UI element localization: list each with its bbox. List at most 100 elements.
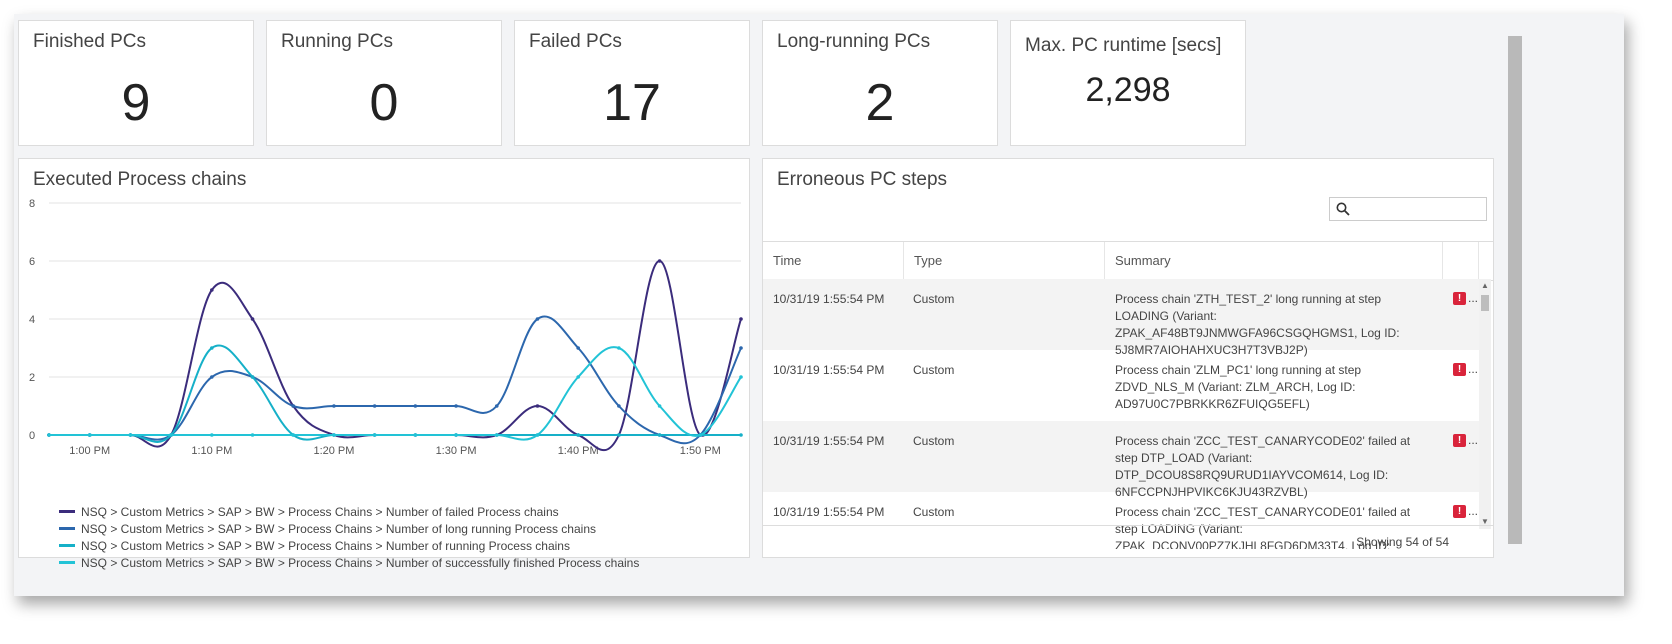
x-tick-label: 1:40 PM (558, 445, 599, 457)
page-scrollbar[interactable] (1508, 36, 1522, 544)
data-point[interactable] (617, 404, 621, 408)
data-point[interactable] (535, 433, 540, 437)
data-point[interactable] (454, 433, 458, 437)
data-point[interactable] (250, 317, 255, 321)
data-point[interactable] (47, 433, 51, 437)
cell-summary: Process chain 'ZCC_TEST_CANARYCODE02' fa… (1115, 434, 1411, 499)
series-line-2[interactable] (49, 344, 741, 443)
legend-label: NSQ > Custom Metrics > SAP > BW > Proces… (81, 555, 640, 570)
cell-time: 10/31/19 1:55:54 PM (773, 292, 885, 306)
data-point[interactable] (617, 433, 621, 437)
data-point[interactable] (454, 404, 458, 408)
cell-summary: Process chain 'ZLM_PC1' long running at … (1115, 363, 1362, 411)
data-point[interactable] (87, 433, 92, 437)
table-row[interactable]: 10/31/19 1:55:54 PM Custom Process chain… (763, 421, 1479, 499)
x-tick-label: 1:50 PM (680, 445, 721, 457)
error-badge-icon: ! (1453, 504, 1466, 518)
data-point[interactable] (739, 433, 743, 437)
table-row[interactable]: 10/31/19 1:55:54 PM Custom Process chain… (763, 279, 1479, 357)
data-point[interactable] (291, 404, 296, 408)
data-point[interactable] (128, 433, 133, 437)
kpi-value: 0 (369, 74, 399, 132)
data-point[interactable] (413, 433, 418, 437)
data-point[interactable] (535, 317, 540, 321)
data-point[interactable] (739, 375, 743, 379)
line-chart: 0 2 4 6 8 1:00 PM 1:10 PM 1:20 PM 1:30 PM 1:40 PM… (29, 198, 743, 457)
panel-title: Erroneous PC steps (777, 169, 948, 190)
data-point[interactable] (698, 433, 703, 437)
data-point[interactable] (210, 433, 214, 437)
error-badge-icon: ! (1453, 362, 1466, 376)
scroll-thumb[interactable] (1481, 295, 1489, 311)
data-point[interactable] (250, 433, 255, 437)
data-point[interactable] (657, 404, 662, 408)
data-point[interactable] (210, 288, 214, 292)
more-options-icon[interactable]: ... (1468, 504, 1479, 518)
legend-item[interactable]: NSQ > Custom Metrics > SAP > BW > Proces… (59, 520, 639, 537)
series-line-1[interactable] (49, 315, 742, 445)
data-point[interactable] (250, 375, 255, 379)
data-point[interactable] (576, 433, 580, 437)
data-point[interactable] (169, 433, 173, 437)
kpi-max-pc-runtime[interactable]: Max. PC runtime [secs] 2,298 (1010, 20, 1246, 146)
table-footer: Showing 54 of 54 (763, 525, 1493, 550)
search-input[interactable] (1356, 200, 1486, 220)
more-options-icon[interactable]: ... (1468, 433, 1479, 447)
kpi-failed-pcs[interactable]: Failed PCs 17 (514, 20, 750, 146)
legend-item[interactable]: NSQ > Custom Metrics > SAP > BW > Proces… (59, 537, 639, 554)
data-point[interactable] (372, 433, 377, 437)
table-row[interactable]: 10/31/19 1:55:54 PM Custom Process chain… (763, 350, 1479, 421)
row-actions[interactable]: ! ... (1453, 504, 1478, 518)
row-actions[interactable]: ! ... (1453, 362, 1478, 376)
scroll-up-icon[interactable]: ▲ (1481, 281, 1489, 290)
more-options-icon[interactable]: ... (1468, 291, 1479, 305)
legend-label: NSQ > Custom Metrics > SAP > BW > Proces… (81, 538, 570, 553)
column-header-time[interactable]: Time (763, 242, 904, 280)
error-badge-icon: ! (1453, 433, 1466, 447)
kpi-value: 2,298 (1085, 71, 1171, 109)
data-point[interactable] (739, 346, 743, 350)
data-point[interactable] (413, 404, 418, 408)
row-actions[interactable]: ! ... (1453, 291, 1478, 305)
data-point[interactable] (657, 433, 662, 437)
data-point[interactable] (372, 404, 377, 408)
data-point[interactable] (739, 317, 743, 321)
column-header-summary[interactable]: Summary (1105, 242, 1443, 280)
data-point[interactable] (332, 433, 336, 437)
legend-swatch (59, 527, 75, 530)
data-point[interactable] (332, 404, 336, 408)
data-point[interactable] (576, 375, 580, 379)
cell-type: Custom (913, 292, 955, 306)
legend-item[interactable]: NSQ > Custom Metrics > SAP > BW > Proces… (59, 503, 639, 520)
data-point[interactable] (576, 346, 580, 350)
data-point[interactable] (617, 346, 621, 350)
data-point[interactable] (210, 346, 214, 350)
cell-time: 10/31/19 1:55:54 PM (773, 363, 885, 377)
more-options-icon[interactable]: ... (1468, 362, 1479, 376)
column-header-type[interactable]: Type (904, 242, 1105, 280)
data-point[interactable] (210, 375, 214, 379)
table-scrollbar[interactable]: ▲ ▼ (1479, 279, 1491, 529)
kpi-title: Failed PCs (529, 31, 622, 52)
kpi-finished-pcs[interactable]: Finished PCs 9 (18, 20, 254, 146)
panel-title: Executed Process chains (33, 169, 247, 190)
row-actions[interactable]: ! ... (1453, 433, 1478, 447)
legend-item[interactable]: NSQ > Custom Metrics > SAP > BW > Proces… (59, 554, 639, 571)
kpi-running-pcs[interactable]: Running PCs 0 (266, 20, 502, 146)
kpi-value: 9 (121, 74, 151, 132)
dashboard-frame: Finished PCs 9 Running PCs 0 Failed PCs … (14, 14, 1624, 596)
data-point[interactable] (494, 404, 499, 408)
data-point[interactable] (535, 404, 540, 408)
search-box[interactable] (1329, 197, 1487, 221)
data-point[interactable] (494, 433, 499, 437)
column-header-actions (1443, 242, 1479, 280)
data-point[interactable] (291, 433, 296, 437)
y-tick-label: 2 (29, 372, 35, 384)
scroll-down-icon[interactable]: ▼ (1481, 517, 1489, 526)
series-line-3[interactable] (49, 346, 742, 441)
kpi-value: 2 (865, 74, 895, 132)
data-point[interactable] (657, 259, 662, 263)
kpi-long-running-pcs[interactable]: Long-running PCs 2 (762, 20, 998, 146)
table-row[interactable]: 10/31/19 1:55:54 PM Custom Process chain… (763, 492, 1479, 549)
kpi-value: 17 (603, 74, 661, 132)
